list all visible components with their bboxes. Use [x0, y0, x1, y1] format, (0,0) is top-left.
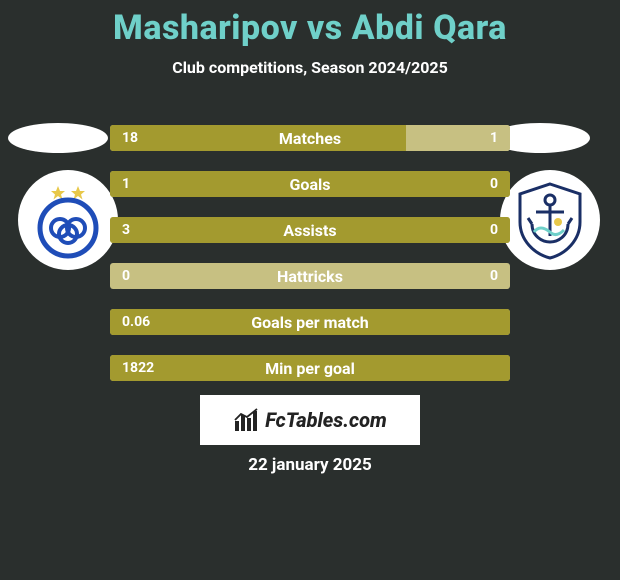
- esteghlal-icon: [26, 178, 110, 262]
- stat-label: Assists: [110, 221, 510, 240]
- page-title: Masharipov vs Abdi Qara: [0, 0, 620, 48]
- stat-label: Goals: [110, 175, 510, 194]
- stat-label: Goals per match: [110, 313, 510, 332]
- stat-row: 0.06Goals per match: [110, 309, 510, 335]
- fctables-label: FcTables.com: [265, 408, 387, 432]
- stat-row: 181Matches: [110, 125, 510, 151]
- team-badge-left: [18, 170, 118, 270]
- stat-row: 10Goals: [110, 171, 510, 197]
- page-subtitle: Club competitions, Season 2024/2025: [0, 58, 620, 77]
- fctables-icon: [233, 407, 259, 433]
- stat-label: Hattricks: [110, 267, 510, 286]
- generation-date: 22 january 2025: [0, 455, 620, 475]
- comparison-card: Masharipov vs Abdi Qara Club competition…: [0, 0, 620, 580]
- player-head-left: [8, 123, 108, 153]
- team-badge-right: [500, 170, 600, 270]
- stat-row: 1822Min per goal: [110, 355, 510, 381]
- stat-row: 00Hattricks: [110, 263, 510, 289]
- stat-row: 30Assists: [110, 217, 510, 243]
- stat-label: Matches: [110, 129, 510, 148]
- fctables-badge: FcTables.com: [200, 395, 420, 445]
- stat-label: Min per goal: [110, 359, 510, 378]
- malavan-icon: [508, 178, 592, 262]
